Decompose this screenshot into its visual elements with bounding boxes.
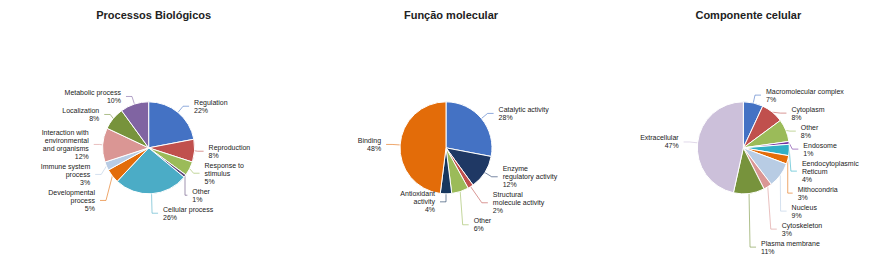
- svg-text:Cellular process: Cellular process: [163, 206, 214, 214]
- svg-text:process: process: [70, 197, 95, 205]
- svg-text:molecule activity: molecule activity: [493, 199, 545, 207]
- svg-text:Interaction with: Interaction with: [42, 129, 89, 136]
- svg-text:Response to: Response to: [205, 162, 244, 170]
- svg-text:3%: 3%: [782, 230, 792, 237]
- svg-text:Other: Other: [801, 124, 819, 131]
- svg-text:Reproduction: Reproduction: [209, 144, 251, 152]
- svg-text:26%: 26%: [163, 214, 177, 221]
- svg-text:Componente celular: Componente celular: [695, 9, 801, 21]
- svg-text:Mithocondria: Mithocondria: [798, 186, 838, 193]
- svg-text:4%: 4%: [802, 176, 812, 183]
- svg-text:7%: 7%: [766, 96, 776, 103]
- svg-text:Reticum: Reticum: [802, 168, 828, 175]
- svg-text:Other: Other: [192, 188, 210, 195]
- svg-text:47%: 47%: [665, 142, 679, 149]
- svg-text:Plasma membrane: Plasma membrane: [761, 240, 820, 247]
- svg-text:Função molecular: Função molecular: [404, 9, 499, 21]
- svg-text:activity: activity: [414, 198, 436, 206]
- svg-text:3%: 3%: [80, 179, 90, 186]
- svg-text:22%: 22%: [194, 107, 208, 114]
- svg-text:28%: 28%: [499, 114, 513, 121]
- svg-text:Catalytic activity: Catalytic activity: [499, 106, 550, 114]
- svg-text:12%: 12%: [503, 181, 517, 188]
- svg-text:Processos Biológicos: Processos Biológicos: [96, 9, 211, 21]
- svg-text:6%: 6%: [474, 225, 484, 232]
- svg-text:1%: 1%: [192, 196, 202, 203]
- svg-text:Cytoskeleton: Cytoskeleton: [782, 222, 823, 230]
- svg-text:process: process: [66, 171, 91, 179]
- svg-text:Extracellular: Extracellular: [640, 134, 679, 141]
- svg-text:and organisms: and organisms: [43, 145, 89, 153]
- svg-text:Structural: Structural: [493, 191, 523, 198]
- svg-text:8%: 8%: [89, 115, 99, 122]
- svg-text:8%: 8%: [801, 132, 811, 139]
- svg-text:environmental: environmental: [45, 137, 89, 144]
- svg-text:1%: 1%: [803, 150, 813, 157]
- svg-text:Regulation: Regulation: [194, 99, 228, 107]
- svg-text:Binding: Binding: [358, 137, 381, 145]
- svg-text:stimulus: stimulus: [205, 170, 231, 177]
- svg-text:Antioxidant: Antioxidant: [400, 190, 435, 197]
- svg-text:Nucleus: Nucleus: [792, 204, 818, 211]
- svg-text:5%: 5%: [205, 178, 215, 185]
- svg-text:Macromolecular complex: Macromolecular complex: [766, 88, 844, 96]
- svg-text:Localization: Localization: [62, 107, 99, 114]
- svg-text:Enzyme: Enzyme: [503, 165, 528, 173]
- svg-text:8%: 8%: [209, 152, 219, 159]
- svg-text:10%: 10%: [107, 97, 121, 104]
- svg-text:11%: 11%: [761, 248, 775, 255]
- svg-text:3%: 3%: [798, 194, 808, 201]
- svg-text:48%: 48%: [367, 145, 381, 152]
- svg-text:Immune system: Immune system: [41, 163, 91, 171]
- svg-text:5%: 5%: [85, 205, 95, 212]
- svg-text:12%: 12%: [75, 153, 89, 160]
- svg-text:Metabolic process: Metabolic process: [65, 89, 122, 97]
- svg-text:2%: 2%: [493, 207, 503, 214]
- svg-text:Endosome: Endosome: [803, 142, 837, 149]
- svg-text:Eendocytoplasmic: Eendocytoplasmic: [802, 160, 859, 168]
- svg-text:regulatory activity: regulatory activity: [503, 173, 558, 181]
- svg-text:9%: 9%: [792, 212, 802, 219]
- svg-text:Developmental: Developmental: [48, 189, 95, 197]
- svg-text:Cytoplasm: Cytoplasm: [791, 106, 824, 114]
- svg-text:4%: 4%: [425, 206, 435, 213]
- svg-text:8%: 8%: [791, 114, 801, 121]
- svg-text:Other: Other: [474, 217, 492, 224]
